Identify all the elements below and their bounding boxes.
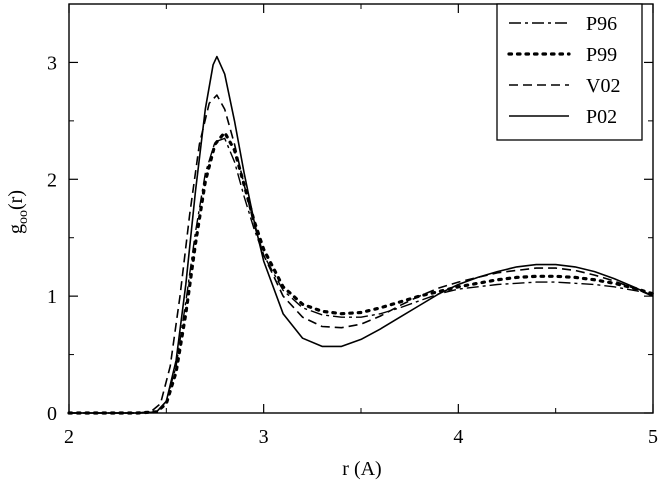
legend-label-p99: P99 bbox=[586, 44, 617, 66]
series-line-v02 bbox=[69, 94, 654, 414]
legend-label-p02: P02 bbox=[586, 106, 617, 128]
x-tick-label: 5 bbox=[648, 426, 658, 448]
y-axis-label-suffix: (r) bbox=[5, 190, 27, 210]
y-tick-label: 0 bbox=[47, 403, 57, 425]
x-tick-label: 3 bbox=[259, 426, 269, 448]
legend: P96 P99 V02 P02 bbox=[496, 3, 643, 141]
legend-box bbox=[496, 3, 643, 141]
y-tick-label: 3 bbox=[47, 52, 57, 74]
x-tick-label: 2 bbox=[64, 426, 74, 448]
legend-label-p96: P96 bbox=[586, 13, 617, 35]
y-tick-label: 2 bbox=[47, 169, 57, 191]
y-axis-label-main: g bbox=[5, 224, 27, 234]
x-axis-label: r (A) bbox=[342, 458, 381, 480]
y-tick-label: 1 bbox=[47, 286, 57, 308]
y-axis-label: goo(r) bbox=[5, 190, 31, 234]
y-axis-label-sub: oo bbox=[16, 210, 31, 224]
series-layer bbox=[67, 55, 655, 415]
x-tick-label: 4 bbox=[453, 426, 463, 448]
series-line-p02 bbox=[69, 55, 654, 414]
series-line-p99 bbox=[67, 130, 655, 415]
series-line-p96 bbox=[69, 137, 654, 414]
axis-ticks: 2 3 4 5 0 1 2 3 bbox=[47, 4, 658, 448]
legend-label-v02: V02 bbox=[586, 75, 620, 97]
